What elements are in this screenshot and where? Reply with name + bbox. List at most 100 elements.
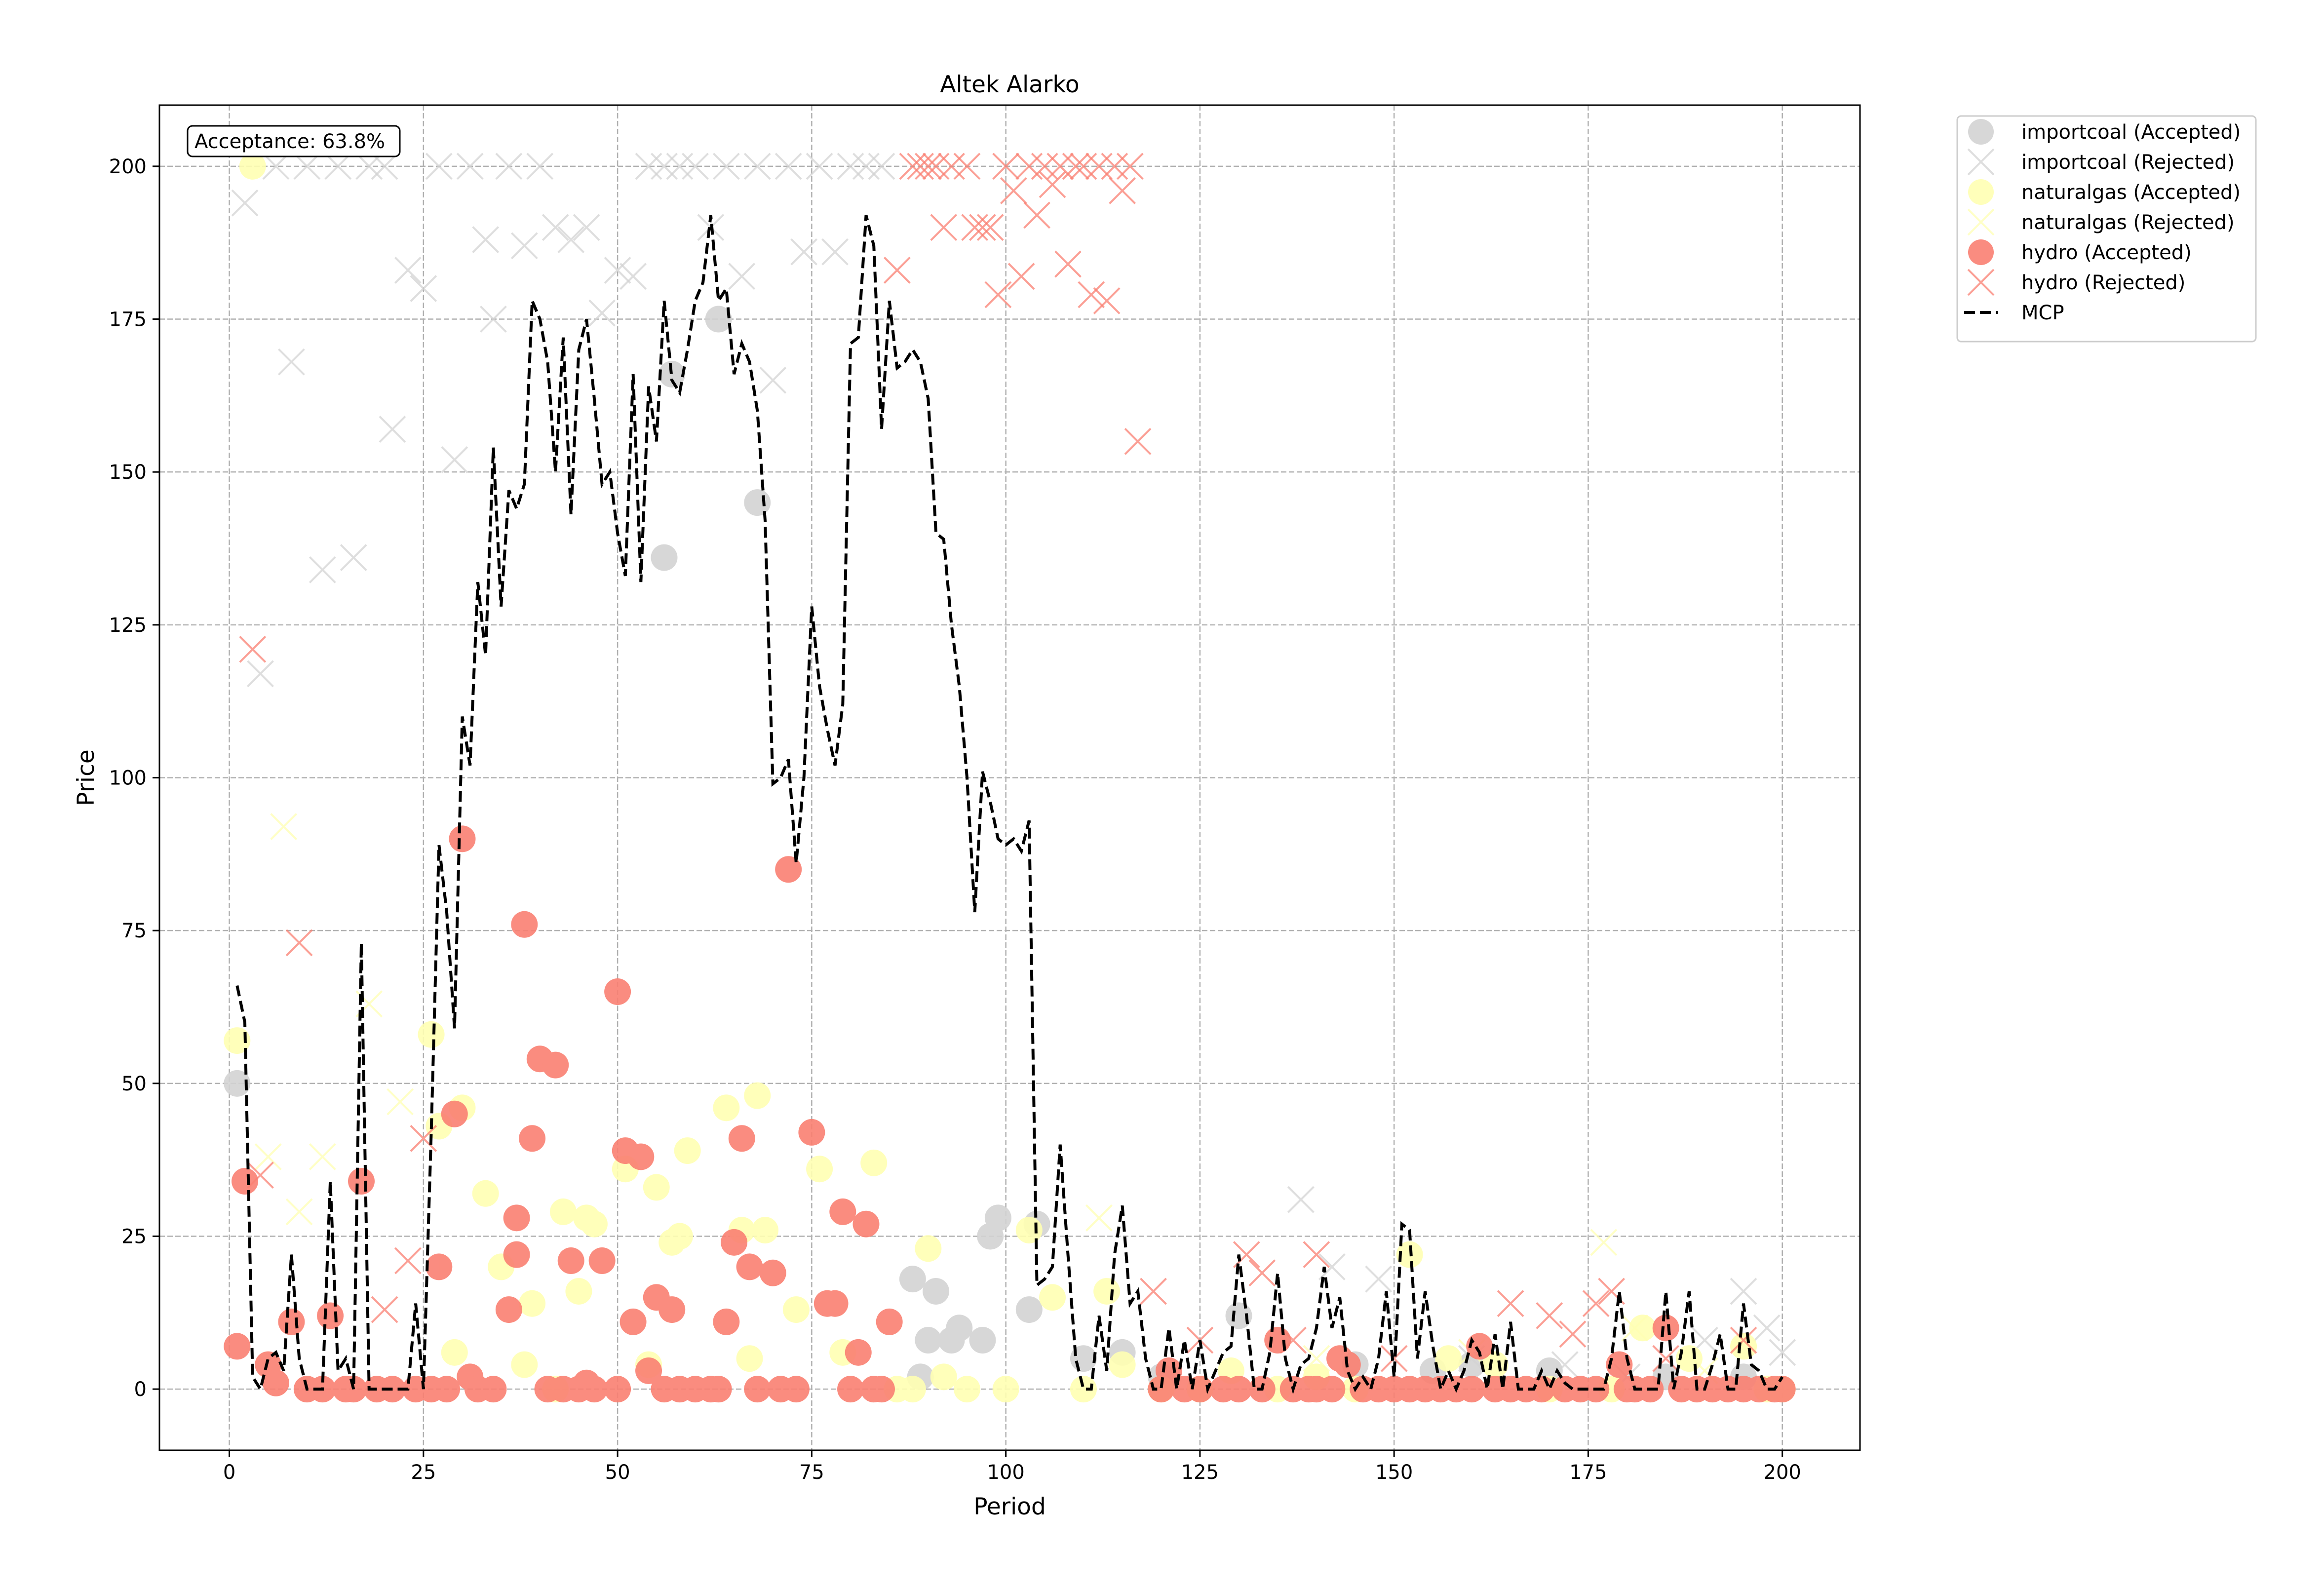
point-hydro-rejected	[1559, 1320, 1587, 1348]
point-importcoal-accepted	[744, 489, 771, 516]
x-tick-label: 125	[1181, 1461, 1219, 1484]
point-hydro-accepted	[829, 1198, 856, 1225]
legend-label: hydro (Accepted)	[2021, 241, 2192, 264]
mcp-line-group	[235, 215, 1784, 1395]
point-naturalgas-accepted	[674, 1137, 701, 1164]
point-importcoal-rejected	[775, 153, 802, 180]
point-importcoal-rejected	[852, 153, 880, 180]
point-hydro-rejected	[984, 281, 1012, 309]
point-hydro-rejected	[1233, 1241, 1260, 1269]
point-hydro-accepted	[232, 1168, 259, 1195]
point-hydro-rejected	[1109, 177, 1136, 204]
point-naturalgas-accepted	[1015, 1217, 1043, 1244]
point-hydro-rejected	[1070, 153, 1097, 180]
grid	[159, 105, 1860, 1450]
x-tick-label: 50	[605, 1461, 630, 1484]
legend-marker	[1967, 269, 1995, 296]
point-hydro-accepted	[798, 1119, 825, 1146]
point-hydro-rejected	[1039, 171, 1066, 198]
point-naturalgas-accepted	[953, 1376, 980, 1403]
point-hydro-rejected	[1000, 177, 1027, 204]
point-hydro-rejected	[961, 214, 989, 241]
legend-item: importcoal (Rejected)	[1967, 148, 2235, 176]
point-hydro-accepted	[224, 1333, 251, 1360]
point-hydro-accepted	[426, 1253, 453, 1280]
point-importcoal-rejected	[806, 153, 833, 180]
point-naturalgas-accepted	[1730, 1333, 1757, 1360]
point-hydro-accepted	[1528, 1376, 1555, 1403]
point-importcoal-rejected	[510, 232, 538, 260]
point-hydro-rejected	[371, 1296, 398, 1323]
point-importcoal-accepted	[651, 544, 678, 571]
point-naturalgas-accepted	[1093, 1277, 1121, 1305]
point-importcoal-rejected	[666, 153, 694, 180]
point-naturalgas-accepted	[992, 1376, 1019, 1403]
point-naturalgas-accepted	[565, 1277, 592, 1305]
point-importcoal-rejected	[293, 153, 321, 180]
legend-label: importcoal (Accepted)	[2021, 121, 2241, 144]
point-hydro-rejected	[969, 214, 996, 241]
point-hydro-accepted	[759, 1259, 786, 1286]
y-tick-label: 175	[109, 309, 147, 331]
point-naturalgas-accepted	[418, 1021, 445, 1048]
point-importcoal-rejected	[620, 263, 647, 290]
point-hydro-accepted	[278, 1308, 305, 1335]
point-importcoal-accepted	[915, 1327, 942, 1354]
point-hydro-accepted	[845, 1339, 872, 1366]
x-tick-label: 75	[799, 1461, 824, 1484]
point-naturalgas-accepted	[899, 1376, 926, 1403]
point-importcoal-rejected	[868, 153, 895, 180]
point-hydro-accepted	[1652, 1315, 1679, 1342]
point-importcoal-rejected	[480, 306, 507, 333]
point-hydro-rejected	[1582, 1290, 1610, 1317]
point-hydro-rejected	[1140, 1277, 1167, 1305]
point-hydro-rejected	[1248, 1259, 1276, 1287]
point-importcoal-rejected	[231, 189, 259, 217]
point-importcoal-accepted	[705, 306, 732, 333]
point-hydro-rejected	[1093, 287, 1121, 314]
point-hydro-accepted	[620, 1308, 647, 1335]
point-importcoal-accepted	[969, 1327, 996, 1354]
point-importcoal-rejected	[542, 214, 569, 241]
point-importcoal-rejected	[278, 348, 305, 376]
point-importcoal-rejected	[557, 226, 585, 253]
point-importcoal-rejected	[1318, 1253, 1346, 1280]
point-hydro-rejected	[1730, 1326, 1757, 1354]
point-naturalgas-accepted	[239, 153, 266, 180]
point-importcoal-rejected	[309, 556, 336, 583]
point-hydro-accepted	[581, 1376, 608, 1403]
legend-marker	[1968, 119, 1994, 145]
point-importcoal-rejected	[425, 153, 453, 180]
point-hydro-accepted	[744, 1376, 771, 1403]
point-hydro-rejected	[1303, 1241, 1330, 1269]
point-hydro-accepted	[495, 1296, 522, 1323]
point-importcoal-rejected	[1730, 1277, 1757, 1305]
acceptance-text: Acceptance: 63.8%	[194, 130, 385, 153]
point-hydro-accepted	[876, 1308, 903, 1335]
point-hydro-rejected	[1497, 1290, 1524, 1317]
point-hydro-accepted	[588, 1247, 616, 1275]
point-hydro-rejected	[1078, 281, 1105, 309]
point-importcoal-rejected	[495, 153, 523, 180]
point-hydro-rejected	[239, 635, 267, 663]
point-importcoal-rejected	[1287, 1186, 1315, 1213]
point-naturalgas-rejected	[1303, 1345, 1330, 1372]
mcp-line	[235, 215, 1784, 1395]
point-importcoal-rejected	[410, 275, 437, 303]
point-importcoal-rejected	[526, 153, 554, 180]
point-naturalgas-accepted	[751, 1217, 778, 1244]
legend-item: naturalgas (Rejected)	[1967, 208, 2235, 236]
point-hydro-accepted	[1769, 1376, 1796, 1403]
point-importcoal-rejected	[472, 226, 500, 253]
point-hydro-rejected	[1023, 201, 1050, 229]
point-hydro-accepted	[852, 1210, 880, 1238]
point-hydro-accepted	[503, 1241, 530, 1268]
point-importcoal-rejected	[340, 544, 367, 572]
legend-box	[1956, 115, 2257, 343]
point-naturalgas-accepted	[806, 1156, 833, 1183]
legend-item: naturalgas (Accepted)	[1968, 179, 2241, 205]
point-hydro-accepted	[782, 1376, 810, 1403]
point-hydro-rejected	[1015, 153, 1043, 180]
point-importcoal-rejected	[1365, 1265, 1393, 1293]
point-hydro-rejected	[976, 214, 1004, 241]
